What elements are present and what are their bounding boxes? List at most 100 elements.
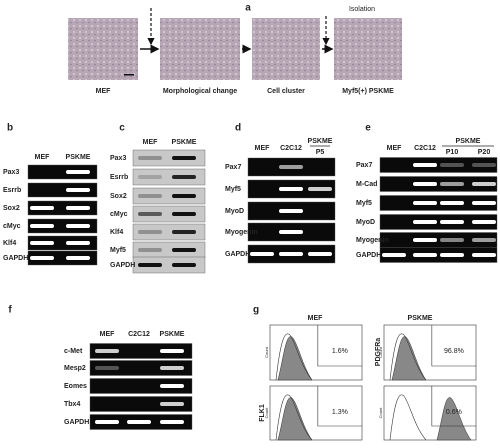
row-label: MyoD — [356, 219, 375, 226]
histogram-control — [389, 394, 427, 441]
column-header: PSKME — [160, 331, 185, 338]
row-label: Mesp2 — [64, 365, 86, 372]
band — [172, 263, 196, 267]
group-header: PSKME — [456, 138, 481, 145]
band — [138, 156, 162, 160]
band — [160, 349, 184, 353]
band — [279, 187, 303, 191]
band — [160, 366, 184, 370]
column-header: C2C12 — [414, 145, 436, 152]
band — [308, 187, 332, 191]
scale-bar — [124, 74, 134, 76]
gel-strip — [379, 214, 498, 230]
row-label: cMyc — [3, 223, 21, 230]
row-label: Pax7 — [225, 164, 241, 171]
gel-strip — [27, 235, 98, 251]
column-header: MEF — [387, 145, 403, 152]
column-header: MEF — [35, 154, 51, 161]
histogram-fill — [391, 336, 427, 381]
row-label: GAPDH — [225, 251, 250, 258]
gel-strip — [27, 182, 98, 198]
panel-label: d — [235, 123, 241, 134]
row-label: Esrrb — [3, 187, 21, 194]
gel-strip — [27, 218, 98, 234]
panel-label: e — [365, 123, 371, 134]
band — [172, 230, 196, 234]
row-label: Myf5 — [225, 186, 241, 193]
band — [472, 201, 496, 205]
band — [413, 163, 437, 167]
panel-label: a — [245, 3, 251, 14]
gel-strip — [89, 360, 193, 376]
image-caption: Myf5(+) PSKME — [342, 88, 394, 95]
column-header: C2C12 — [280, 145, 302, 152]
gate — [431, 325, 476, 367]
histogram-control — [275, 333, 313, 381]
column-header: C2C12 — [128, 331, 150, 338]
gel-strip — [27, 200, 98, 216]
band — [472, 238, 496, 242]
group-header: PSKME — [308, 138, 333, 145]
band — [413, 201, 437, 205]
band — [95, 349, 119, 353]
axis-label: Count — [378, 407, 383, 419]
row-label: Myf5 — [110, 247, 126, 254]
gel-strip — [379, 157, 498, 173]
band — [127, 420, 151, 424]
gate — [317, 325, 362, 367]
band — [440, 182, 464, 186]
band — [66, 224, 90, 228]
band — [440, 253, 464, 257]
band — [138, 212, 162, 216]
axis-label: Count — [378, 346, 383, 358]
band — [95, 366, 119, 370]
histogram-control — [275, 394, 313, 441]
row-label: Eomes — [64, 383, 87, 390]
panel-label: b — [7, 123, 13, 134]
band — [413, 220, 437, 224]
band — [279, 165, 303, 169]
percentage: 96.8% — [444, 348, 464, 355]
gel-strip — [379, 247, 498, 263]
row-label: GAPDH — [3, 255, 28, 262]
histogram-fill — [277, 397, 313, 441]
column-header: P5 — [316, 149, 325, 156]
row-label: Sox2 — [110, 193, 127, 200]
gel-strip — [89, 396, 193, 412]
gel-strip — [132, 223, 206, 241]
band — [172, 248, 196, 252]
histogram-fill — [436, 397, 472, 441]
annotation: Isolation — [349, 6, 375, 13]
row-label: Sox2 — [3, 205, 20, 212]
gel-strip — [27, 250, 98, 266]
axis-label: Count — [264, 407, 269, 419]
band — [66, 206, 90, 210]
gel-strip — [27, 164, 98, 180]
band — [440, 220, 464, 224]
band — [30, 256, 54, 260]
axis-label: Count — [264, 346, 269, 358]
band — [66, 188, 90, 192]
band — [160, 420, 184, 424]
row-label: Myf5 — [356, 200, 372, 207]
gel-strip — [379, 195, 498, 211]
column-header: MEF — [255, 145, 271, 152]
marker-label: FLK1 — [259, 404, 266, 422]
band — [440, 163, 464, 167]
band — [95, 420, 119, 424]
band — [440, 238, 464, 242]
panel-label: g — [253, 305, 259, 316]
row-label: Pax3 — [3, 169, 19, 176]
band — [66, 241, 90, 245]
band — [138, 175, 162, 179]
gate — [431, 386, 476, 427]
image-caption: Cell cluster — [267, 88, 305, 95]
row-label: Esrrb — [110, 174, 128, 181]
band — [413, 253, 437, 257]
row-label: Myogenin — [356, 237, 389, 244]
column-header: PSKME — [408, 315, 433, 322]
micrograph — [334, 18, 402, 80]
row-label: GAPDH — [110, 262, 135, 269]
row-label: Pax7 — [356, 162, 372, 169]
